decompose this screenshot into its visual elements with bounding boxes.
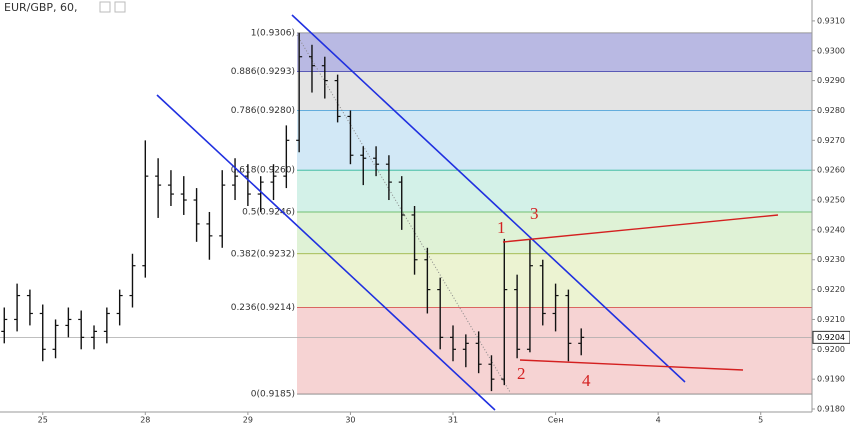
icon[interactable] bbox=[114, 1, 126, 13]
channel-lower bbox=[156, 94, 496, 411]
y-tick-label: 0.9290 bbox=[817, 76, 845, 85]
fib-label: 1(0.9306) bbox=[251, 28, 295, 38]
y-tick-label: 0.9200 bbox=[817, 345, 845, 354]
last-price-label: 0.9204 bbox=[817, 333, 845, 342]
title-bg bbox=[0, 0, 128, 16]
x-tick-label: 30 bbox=[345, 416, 355, 425]
icon[interactable] bbox=[99, 1, 111, 13]
fib-zone bbox=[297, 71, 812, 111]
x-tick-label: 29 bbox=[243, 416, 253, 425]
fib-label: 0.382(0.9232) bbox=[231, 249, 295, 259]
y-tick-label: 0.9270 bbox=[817, 136, 845, 145]
fib-label: 0.5(0.9246) bbox=[242, 207, 295, 217]
x-tick-label: 5 bbox=[758, 416, 763, 425]
y-tick-label: 0.9210 bbox=[817, 315, 845, 324]
y-tick-label: 0.9250 bbox=[817, 196, 845, 205]
fib-zone bbox=[297, 32, 812, 72]
price-axis bbox=[812, 0, 850, 426]
fib-label: 0.618(0.9260) bbox=[231, 166, 295, 176]
x-tick-label: 4 bbox=[656, 416, 661, 425]
fib-zone bbox=[297, 110, 812, 171]
y-tick-label: 0.9260 bbox=[817, 166, 845, 175]
y-tick-label: 0.9190 bbox=[817, 375, 845, 384]
annotation: 1 bbox=[497, 218, 506, 237]
fib-trend bbox=[296, 34, 511, 393]
last-price-box bbox=[812, 330, 850, 344]
annotation: 4 bbox=[582, 371, 591, 390]
x-tick-label: 31 bbox=[448, 416, 458, 425]
fib-label: 0.236(0.9214) bbox=[231, 303, 295, 313]
fib-label: 0(0.9185) bbox=[251, 390, 295, 400]
fib-label: 0.786(0.9280) bbox=[231, 106, 295, 116]
trend-lower bbox=[519, 359, 744, 371]
annotation: 2 bbox=[517, 364, 526, 383]
fib-zone bbox=[297, 211, 812, 254]
y-tick-label: 0.9230 bbox=[817, 255, 845, 264]
fib-zone bbox=[297, 253, 812, 308]
fib-label: 0.886(0.9293) bbox=[231, 67, 295, 77]
plot: 1(0.9306) 0.886(0.9293) 0.786(0.9280) 0.618… bbox=[0, 28, 812, 400]
x-tick-label: 28 bbox=[140, 416, 150, 425]
y-tick-label: 0.9180 bbox=[817, 405, 845, 414]
fib-zone bbox=[297, 170, 812, 212]
y-tick-label: 0.9240 bbox=[817, 225, 845, 234]
trend-upper bbox=[502, 214, 779, 243]
x-tick-label: 25 bbox=[38, 416, 48, 425]
chart-title: EUR/GBP, 60, bbox=[4, 1, 78, 14]
channel-upper bbox=[291, 14, 686, 383]
fib-zone bbox=[297, 307, 812, 395]
y-tick-label: 0.9310 bbox=[817, 16, 845, 25]
x-tick-label: Сен bbox=[548, 416, 564, 425]
annotation: 3 bbox=[530, 204, 539, 223]
y-tick-label: 0.9300 bbox=[817, 46, 845, 55]
y-tick-label: 0.9280 bbox=[817, 106, 845, 115]
y-tick-label: 0.9220 bbox=[817, 285, 845, 294]
